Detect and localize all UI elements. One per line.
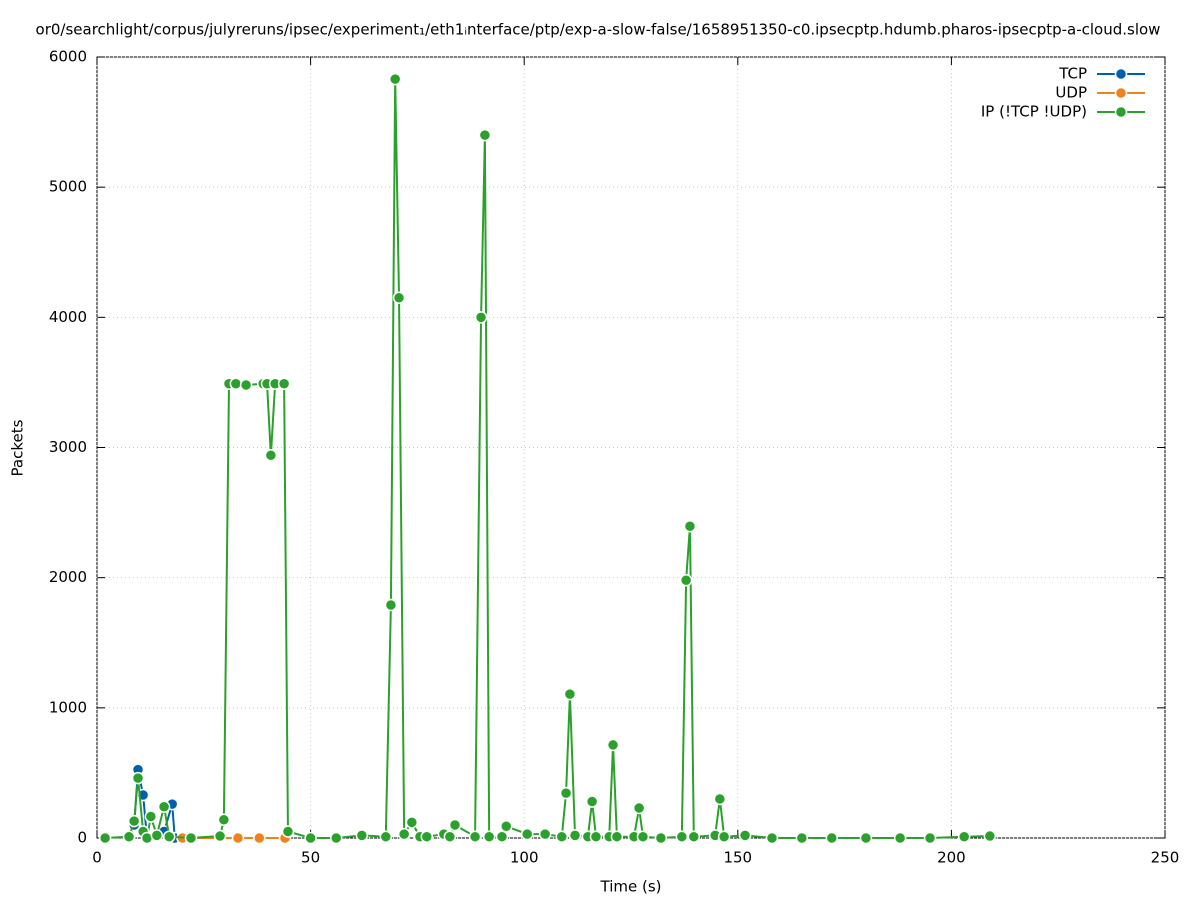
chart-title: or0/searchlight/corpus/julyreruns/ipsec/… xyxy=(36,21,1161,39)
data-point xyxy=(184,831,198,845)
data-point xyxy=(281,825,295,838)
data-point xyxy=(654,831,668,845)
data-point xyxy=(420,830,434,843)
data-point xyxy=(162,830,176,843)
data-point xyxy=(520,827,534,841)
data-point xyxy=(150,829,164,842)
data-point xyxy=(585,795,599,808)
data-point xyxy=(538,827,552,841)
data-point xyxy=(559,786,573,800)
data-point xyxy=(738,829,752,842)
data-point xyxy=(231,831,245,845)
legend-label: IP (!TCP !UDP) xyxy=(981,103,1087,121)
data-point xyxy=(264,449,278,462)
data-point xyxy=(632,801,646,815)
data-point xyxy=(713,792,727,806)
data-point xyxy=(606,738,620,752)
data-point xyxy=(555,830,569,843)
data-point xyxy=(563,687,577,701)
legend-label: UDP xyxy=(1055,84,1087,102)
data-point xyxy=(679,574,693,587)
legend-marker xyxy=(1114,86,1128,100)
data-point xyxy=(253,831,266,845)
data-point xyxy=(405,816,419,829)
data-point xyxy=(98,831,112,845)
series-line xyxy=(105,79,990,841)
data-point xyxy=(495,830,509,843)
data-point xyxy=(277,377,291,390)
data-point xyxy=(923,831,937,845)
data-point xyxy=(329,831,343,845)
data-point xyxy=(983,829,997,843)
data-point xyxy=(636,830,650,843)
data-point xyxy=(213,829,227,843)
x-tick-label: 250 xyxy=(1151,849,1180,867)
x-tick-label: 50 xyxy=(301,849,320,867)
data-point xyxy=(468,830,482,843)
y-tick-label: 5000 xyxy=(49,178,87,196)
data-point xyxy=(859,831,873,845)
data-point xyxy=(675,830,689,843)
data-point xyxy=(683,520,697,533)
data-point xyxy=(610,830,624,843)
y-tick-label: 6000 xyxy=(49,48,87,66)
data-point xyxy=(144,810,158,823)
x-tick-label: 0 xyxy=(92,849,102,867)
y-tick-label: 0 xyxy=(77,829,87,847)
y-tick-label: 3000 xyxy=(49,438,87,456)
x-tick-label: 150 xyxy=(723,849,752,867)
data-point xyxy=(825,831,839,845)
data-point xyxy=(392,291,406,305)
data-point xyxy=(304,831,317,845)
data-point xyxy=(229,377,243,390)
data-point xyxy=(500,820,513,833)
data-point xyxy=(765,831,779,845)
legend-marker xyxy=(1114,67,1128,81)
data-point xyxy=(379,830,393,843)
data-point xyxy=(795,831,809,845)
x-axis-label: Time (s) xyxy=(600,878,662,896)
data-point xyxy=(443,830,457,843)
y-tick-label: 1000 xyxy=(49,698,87,716)
data-point xyxy=(568,829,582,842)
data-point xyxy=(687,830,701,843)
data-point xyxy=(717,830,731,843)
x-tick-label: 200 xyxy=(937,849,966,867)
data-point xyxy=(122,830,136,843)
data-point xyxy=(482,830,496,843)
data-point xyxy=(131,771,145,785)
y-tick-label: 2000 xyxy=(49,568,87,586)
data-point xyxy=(478,128,492,142)
legend-label: TCP xyxy=(1058,65,1087,83)
data-point xyxy=(957,830,971,843)
x-tick-label: 100 xyxy=(510,849,539,867)
data-point xyxy=(448,818,462,832)
data-point xyxy=(397,827,411,841)
legend-marker xyxy=(1114,105,1128,119)
data-point xyxy=(589,830,603,843)
y-tick-label: 4000 xyxy=(49,308,87,326)
data-point xyxy=(474,311,488,324)
data-point xyxy=(893,831,907,845)
data-point xyxy=(127,814,141,828)
data-point xyxy=(355,829,369,842)
data-point xyxy=(384,598,398,612)
data-point xyxy=(217,813,231,827)
data-point xyxy=(157,800,171,814)
data-point xyxy=(388,72,402,86)
data-point xyxy=(239,378,253,392)
y-axis-label: Packets xyxy=(9,419,27,476)
